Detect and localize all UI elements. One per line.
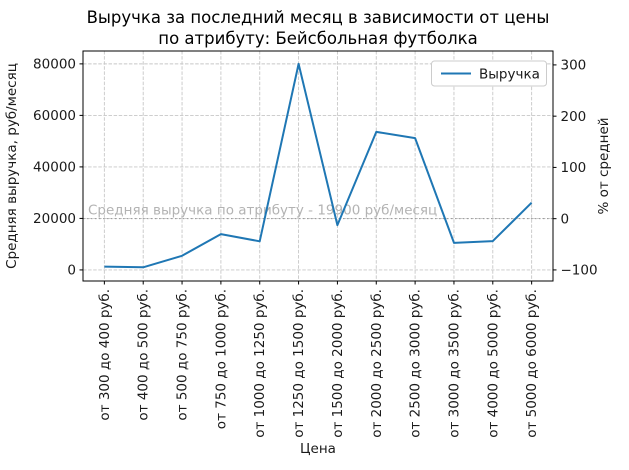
x-tick-label: от 2500 до 3000 руб. xyxy=(408,289,424,438)
x-tick-label: от 400 до 500 руб. xyxy=(136,289,152,421)
chart-title-line1: Выручка за последний месяц в зависимости… xyxy=(87,8,550,27)
y-right-tick-label: 100 xyxy=(561,160,587,176)
y-left-tick-label: 20000 xyxy=(33,211,76,227)
y-right-tick-label: 0 xyxy=(561,211,570,227)
legend-label: Выручка xyxy=(479,67,540,83)
x-tick-label: от 1500 до 2000 руб. xyxy=(330,289,346,438)
x-tick-label: от 1250 до 1500 руб. xyxy=(291,289,307,438)
x-tick-label: от 5000 до 6000 руб. xyxy=(524,289,540,438)
gridlines xyxy=(83,51,553,281)
x-axis-label: Цена xyxy=(300,441,336,457)
tick-marks xyxy=(79,63,557,285)
plot-area xyxy=(82,50,554,282)
y-left-axis-label: Средняя выручка, руб/месяц xyxy=(4,63,20,269)
tick-labels: от 300 до 400 руб. от 400 до 500 руб. от 5… xyxy=(33,57,598,438)
x-tick-label: от 750 до 1000 руб. xyxy=(213,289,229,429)
x-tick-label: от 4000 до 5000 руб. xyxy=(485,289,501,438)
x-tick-label: от 3000 до 3500 руб. xyxy=(446,289,462,438)
legend-box xyxy=(431,60,547,87)
x-tick-label: от 2000 до 2500 руб. xyxy=(369,289,385,438)
x-tick-label: от 300 до 400 руб. xyxy=(97,289,113,421)
y-left-tick-label: 60000 xyxy=(33,108,76,124)
y-right-tick-label: 300 xyxy=(561,58,587,74)
y-left-tick-label: 80000 xyxy=(33,57,76,73)
y-left-tick-label: 0 xyxy=(67,263,76,279)
y-right-axis-label: % от средней xyxy=(596,117,612,214)
chart-title-line2: по атрибуту: Бейсбольная футболка xyxy=(158,29,477,48)
y-left-tick-label: 40000 xyxy=(33,160,76,176)
average-annotation: Средняя выручка по атрибуту - 19900 руб/… xyxy=(88,203,437,219)
x-tick-label: от 1000 до 1250 руб. xyxy=(252,289,268,438)
x-tick-label: от 500 до 750 руб. xyxy=(175,289,191,421)
revenue-line xyxy=(104,62,533,269)
y-right-tick-label: 200 xyxy=(561,109,587,125)
legend: Выручка xyxy=(431,60,547,87)
y-right-tick-label: −100 xyxy=(561,263,598,279)
